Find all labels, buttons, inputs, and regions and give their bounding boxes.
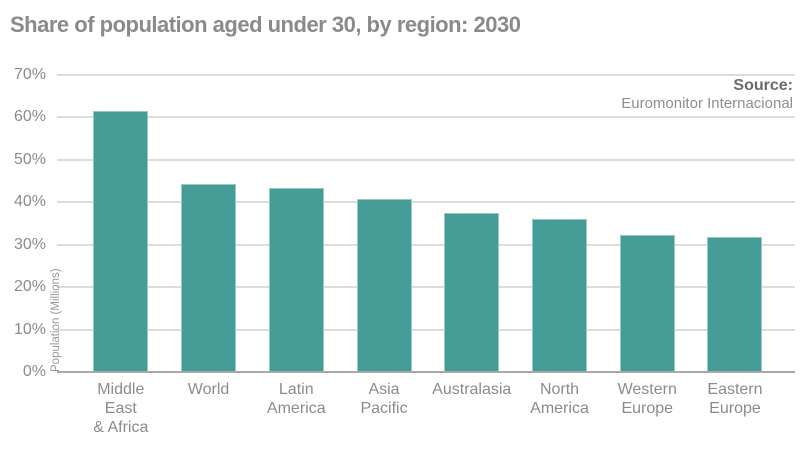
bar-asia-pacific [356,198,412,372]
bar-world [181,183,237,372]
y-axis-title: Population (Millions) [50,268,62,372]
source-name: Euromonitor Internacional [621,95,793,112]
x-label-asia-pacific: Asia Pacific [360,381,408,417]
gridline-60 [57,116,795,119]
y-tick-label-10: 10% [13,320,46,338]
y-tick-label-60: 60% [13,108,46,126]
gridline-30 [57,243,795,246]
chart-title: Share of population aged under 30, by re… [10,12,521,37]
x-label-north-america: North America [530,381,589,417]
bar-australasia [444,212,500,372]
y-tick-label-20: 20% [13,278,46,296]
y-tick-label-0: 0% [22,363,46,380]
x-axis-line [57,371,795,373]
y-tick-label-40: 40% [13,193,46,211]
gridline-70 [57,74,795,76]
x-label-latin-america: Latin America [266,381,326,417]
y-tick-label-50: 50% [13,150,46,168]
gridline-20 [57,286,795,289]
gridline-40 [57,201,795,204]
x-label-world: World [187,381,230,398]
source-label: Source: [733,77,793,94]
x-label-middle-east-africa: Middle East & Africa [93,381,149,436]
bar-north-america [532,218,587,372]
source-note: Source: Euromonitor Internacional [621,77,793,112]
x-label-western-europe: Western Europe [617,381,677,417]
x-label-australasia: Australasia [432,381,512,398]
gridline-10 [57,328,795,331]
x-label-eastern-europe: Eastern Europe [707,381,763,417]
bar-latin-america [268,187,324,372]
y-tick-label-30: 30% [13,235,46,253]
bar-western-europe [619,234,675,372]
bar-eastern-europe [707,237,763,372]
bar-middle-east-africa [93,111,149,372]
y-tick-label-70: 70% [13,66,46,83]
gridline-50 [57,158,795,161]
